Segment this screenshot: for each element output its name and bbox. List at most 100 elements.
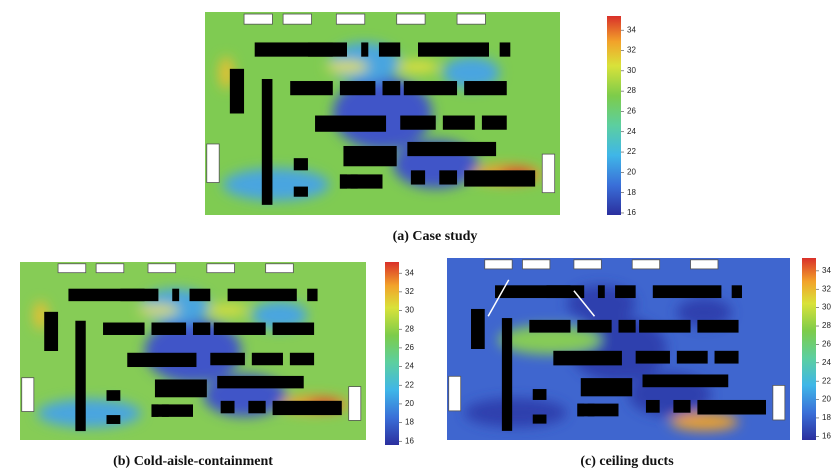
rack [400, 116, 436, 130]
colorbar-tick-label: 26 [627, 107, 636, 116]
rack [290, 353, 314, 365]
colorbar [385, 262, 399, 445]
rack [639, 320, 690, 333]
rack [151, 404, 158, 416]
cooling-unit [22, 378, 34, 412]
contour-blob [207, 305, 249, 316]
rack [439, 170, 457, 184]
rack [252, 353, 283, 365]
contour-blob [223, 168, 330, 200]
rack [127, 353, 196, 367]
rack [418, 42, 489, 56]
colorbar-tick-label: 22 [822, 376, 831, 385]
cooling-unit [574, 260, 601, 269]
rack [190, 289, 211, 301]
rack [361, 42, 368, 56]
panel-caption: (b) Cold-aisle-containment [113, 454, 273, 469]
colorbar-tick-label: 28 [405, 324, 414, 333]
contour-blob [138, 305, 180, 316]
rack [294, 158, 308, 170]
rack [273, 323, 315, 335]
colorbar-tick-label: 32 [627, 46, 636, 55]
rack [673, 400, 690, 413]
cooling-unit [58, 264, 86, 273]
contour-blob [326, 61, 369, 73]
rack [221, 401, 235, 413]
rack [340, 174, 347, 188]
rack [290, 81, 333, 95]
cooling-unit [691, 260, 718, 269]
colorbar-tick-label: 34 [405, 268, 414, 277]
rack [262, 79, 273, 205]
colorbar-tick-label: 18 [627, 188, 636, 197]
colorbar [607, 16, 621, 215]
rack [107, 390, 121, 401]
contour-blob [37, 399, 141, 427]
rack [653, 285, 722, 298]
rack [162, 404, 169, 416]
heatmap [20, 262, 366, 440]
cooling-unit [542, 154, 554, 193]
cooling-unit [449, 376, 461, 411]
rack [464, 170, 535, 186]
cooling-unit [96, 264, 124, 273]
rack [103, 323, 145, 335]
colorbar-tick-label: 30 [405, 306, 414, 315]
cooling-unit [207, 264, 235, 273]
colorbar-tick-label: 20 [627, 167, 636, 176]
colorbar-tick-label: 16 [405, 436, 414, 445]
rack [210, 353, 245, 365]
rack [697, 320, 738, 333]
colorbar-tick-label: 22 [405, 380, 414, 389]
contour-blob [670, 413, 739, 431]
colorbar-tick-label: 34 [627, 25, 636, 34]
rack [715, 351, 739, 364]
rack [407, 142, 496, 156]
cooling-unit [457, 14, 485, 24]
rack [636, 351, 670, 364]
rack [581, 378, 632, 396]
rack [529, 320, 570, 333]
rack [646, 400, 660, 413]
colorbar-tick-label: 16 [627, 208, 636, 217]
rack [411, 170, 425, 184]
figure: 16182022242628303234(a) Case study161820… [0, 0, 840, 472]
rack [588, 404, 595, 417]
colorbar-tick-label: 30 [822, 303, 831, 312]
rack [464, 81, 507, 95]
rack [482, 116, 507, 130]
rack [228, 289, 297, 301]
colorbar-tick-label: 28 [822, 321, 831, 330]
rack [533, 389, 547, 400]
rack [217, 376, 304, 388]
rack [107, 415, 121, 424]
rack [553, 351, 622, 366]
rack [214, 323, 266, 335]
colorbar-tick-label: 20 [822, 395, 831, 404]
rack [248, 401, 265, 413]
rack [619, 320, 636, 333]
rack [273, 401, 342, 415]
rack [577, 404, 584, 417]
heatmap [447, 258, 790, 440]
rack [697, 400, 766, 415]
rack [172, 289, 179, 301]
rack [151, 323, 186, 335]
rack [351, 174, 358, 188]
rack [383, 81, 401, 95]
cooling-unit [349, 387, 361, 421]
rack [577, 320, 611, 333]
colorbar-tick-label: 34 [822, 266, 831, 275]
colorbar-tick-label: 32 [405, 287, 414, 296]
panel-caption: (c) ceiling ducts [580, 454, 674, 469]
colorbar [802, 258, 816, 440]
cooling-unit [336, 14, 364, 24]
rack [471, 309, 485, 349]
rack [308, 42, 347, 56]
contour-blob [464, 398, 567, 427]
colorbar-tick-label: 24 [405, 362, 414, 371]
colorbar-tick-label: 32 [822, 284, 831, 293]
colorbar-tick-label: 22 [627, 147, 636, 156]
